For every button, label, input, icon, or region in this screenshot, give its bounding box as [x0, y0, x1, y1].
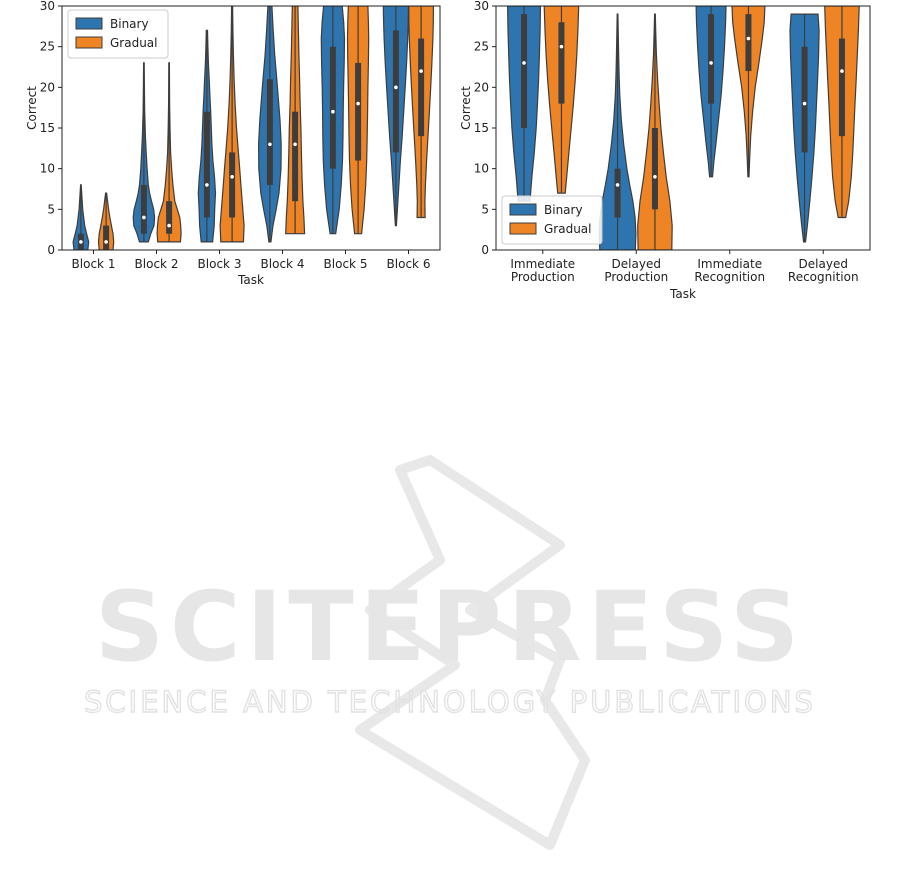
- violin-median-point: [559, 44, 564, 49]
- violin-median-point: [293, 142, 297, 147]
- violin-median-point: [615, 183, 620, 187]
- watermark-subtitle: SCIENCE AND TECHNOLOGY PUBLICATIONS: [84, 685, 816, 719]
- y-tick-label: 10: [474, 162, 489, 176]
- violin-iqr-box: [558, 22, 565, 104]
- y-tick-label: 0: [481, 243, 489, 257]
- violin-iqr-box: [266, 79, 273, 185]
- violin-iqr-box: [614, 168, 621, 218]
- violin-iqr-box: [801, 46, 808, 153]
- violin-median-point: [840, 69, 844, 73]
- violin-median-point: [205, 183, 209, 187]
- y-tick-label: 20: [40, 80, 55, 94]
- x-tick-label: Production: [604, 270, 668, 284]
- legend-label-gradual: Gradual: [544, 222, 592, 236]
- x-tick-label: Block 1: [72, 257, 116, 271]
- violin-median-point: [268, 142, 272, 147]
- x-tick-label: Delayed: [612, 257, 661, 271]
- violin-median-point: [230, 175, 234, 179]
- y-tick-label: 20: [474, 80, 489, 94]
- watermark-title: SCITEPRESS: [95, 571, 805, 683]
- x-tick-label: Recognition: [694, 270, 765, 284]
- x-tick-label: Block 4: [261, 257, 305, 271]
- violin-median-point: [104, 240, 108, 244]
- violin-iqr-box: [103, 225, 110, 250]
- legend-swatch-gradual: [75, 36, 103, 49]
- violin-median-point: [356, 101, 360, 106]
- violin-iqr-box: [521, 14, 528, 129]
- violin-iqr-box: [418, 38, 425, 137]
- y-tick-label: 10: [40, 162, 55, 176]
- violin-median-point: [79, 240, 83, 244]
- y-tick-label: 30: [40, 0, 55, 13]
- publisher-watermark: SCITEPRESS SCIENCE AND TECHNOLOGY PUBLIC…: [83, 455, 816, 850]
- y-tick-label: 25: [40, 40, 55, 54]
- legend-swatch-gradual: [509, 222, 537, 235]
- violin-iqr-box: [166, 201, 173, 234]
- violin-median-point: [709, 61, 713, 65]
- x-axis-label: Task: [237, 273, 264, 287]
- legend: Binary Gradual: [501, 195, 603, 245]
- violin-median-point: [331, 109, 335, 114]
- violin-iqr-box: [203, 111, 210, 218]
- y-tick-label: 25: [474, 40, 489, 54]
- y-tick-label: 30: [474, 0, 489, 13]
- x-axis-label: Task: [669, 287, 696, 301]
- x-tick-label: Delayed: [799, 257, 848, 271]
- violin-iqr-box: [355, 62, 362, 161]
- violin-iqr-box: [651, 128, 658, 210]
- x-tick-label: Immediate: [510, 257, 575, 271]
- y-axis-label: Correct: [25, 86, 39, 130]
- violin-iqr-box: [329, 46, 336, 169]
- watermark-book-icon: [355, 455, 590, 850]
- violin-iqr-box: [838, 38, 845, 137]
- violin-median-point: [142, 215, 146, 220]
- legend-label-gradual: Gradual: [110, 36, 158, 50]
- violin-median-point: [419, 69, 423, 73]
- y-tick-label: 15: [40, 121, 55, 135]
- y-axis-label: Correct: [459, 86, 473, 130]
- legend: Binary Gradual: [67, 9, 169, 59]
- violin-median-point: [802, 101, 807, 106]
- x-tick-label: Block 3: [198, 257, 242, 271]
- y-tick-label: 5: [481, 202, 489, 216]
- plot-area: [506, 6, 860, 250]
- violin-median-point: [746, 36, 751, 41]
- x-tick-label: Block 2: [135, 257, 179, 271]
- violin-median-point: [394, 85, 398, 90]
- violin-iqr-box: [292, 111, 299, 202]
- chart-right: 051015202530ImmediateProductionDelayedPr…: [459, 0, 871, 301]
- violin-iqr-box: [229, 152, 236, 218]
- x-tick-label: Immediate: [697, 257, 762, 271]
- legend-swatch-binary: [509, 203, 537, 216]
- violin-iqr-box: [392, 30, 399, 153]
- violin-iqr-box: [140, 184, 147, 234]
- x-tick-label: Recognition: [788, 270, 859, 284]
- y-tick-label: 5: [47, 202, 55, 216]
- violin-median-point: [522, 61, 526, 65]
- y-tick-label: 15: [474, 121, 489, 135]
- legend-label-binary: Binary: [110, 17, 149, 31]
- legend-label-binary: Binary: [544, 203, 583, 217]
- y-tick-label: 0: [47, 243, 55, 257]
- chart-left: 0 5 10 15 20 25 30 Block 1 Block 2 Block 3 Block 4…: [25, 0, 441, 287]
- x-tick-label: Production: [511, 270, 575, 284]
- x-tick-label: Block 6: [387, 257, 431, 271]
- violin-iqr-box: [708, 14, 715, 104]
- violin-iqr-box: [745, 14, 752, 72]
- x-tick-label: Block 5: [324, 257, 368, 271]
- plot-area: [72, 6, 435, 250]
- violin-median-point: [653, 175, 657, 179]
- legend-swatch-binary: [75, 17, 103, 30]
- violin-median-point: [167, 223, 171, 228]
